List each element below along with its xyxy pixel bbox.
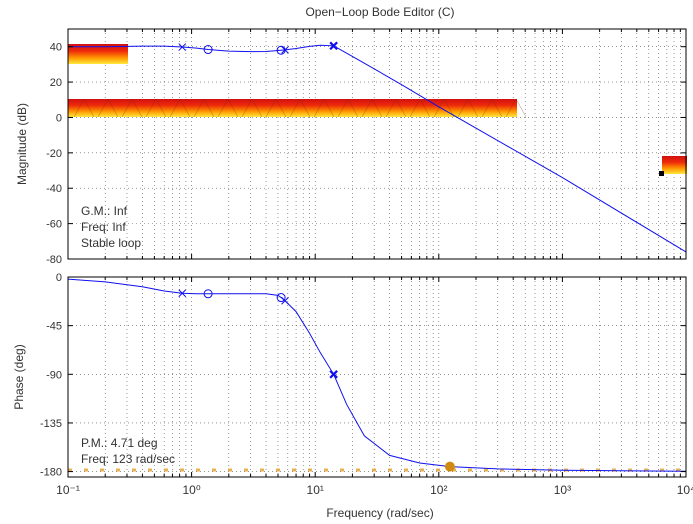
pole-marker [329, 370, 338, 379]
y-tick-label: 40 [50, 42, 62, 54]
magnitude-markers[interactable] [178, 41, 338, 55]
magnitude-axes-box [67, 28, 687, 260]
y-tick-label: -80 [46, 254, 62, 266]
phase-axes-box [67, 276, 687, 478]
x-tick-label: 10⁴ [677, 483, 693, 497]
y-tick-label: -20 [46, 148, 62, 160]
pole-marker [178, 289, 187, 298]
phase-y-ticks: -180 -135 -90 -45 0 [40, 272, 686, 479]
phase-y-label: Phase (deg) [12, 344, 26, 409]
zero-marker [203, 45, 213, 55]
pole-marker [178, 43, 187, 51]
y-tick-label: 0 [56, 272, 62, 284]
x-tick-label: 10³ [554, 483, 571, 497]
constraint-bar-low-freq[interactable] [68, 44, 128, 64]
zero-marker [203, 289, 213, 299]
gain-margin-freq-text: Freq: Inf [81, 220, 126, 234]
constraint-bar-gain-band[interactable] [68, 98, 527, 118]
y-tick-label: 0 [56, 112, 62, 124]
constraint-bar-high-freq[interactable] [659, 156, 687, 176]
magnitude-curve[interactable] [68, 44, 687, 253]
y-tick-label: -135 [40, 418, 62, 430]
gain-margin-text: G.M.: Inf [81, 204, 128, 218]
y-tick-label: 20 [50, 77, 62, 89]
phase-grid [68, 277, 686, 477]
magnitude-panel[interactable]: -80 -60 -40 -20 0 20 40 Magnitude (dB) G.M.: I… [15, 28, 687, 266]
phase-panel[interactable]: -180 -135 -90 -45 0 10⁻¹ 10⁰ 10¹ 10² 10³ 10⁴ Phas… [12, 272, 693, 497]
y-tick-label: -40 [46, 183, 62, 195]
magnitude-y-ticks: -80 -60 -40 -20 0 20 40 [46, 29, 686, 266]
y-tick-label: -180 [40, 467, 62, 479]
x-axis-label: Frequency (rad/sec) [326, 506, 433, 520]
phase-margin-marker [444, 461, 455, 472]
phase-curve[interactable] [67, 278, 687, 472]
phase-margin-text: P.M.: 4.71 deg [81, 436, 158, 450]
figure-title: Open−Loop Bode Editor (C) [305, 5, 454, 19]
pole-marker [281, 296, 289, 305]
y-tick-label: -90 [46, 369, 62, 381]
x-tick-label: 10¹ [307, 483, 324, 497]
x-tick-label: 10² [430, 483, 447, 497]
x-tick-label: 10⁰ [183, 483, 201, 497]
constraint-handle[interactable] [659, 171, 664, 176]
pole-marker [281, 46, 289, 54]
y-tick-label: -45 [46, 321, 62, 333]
magnitude-y-label: Magnitude (dB) [15, 103, 29, 185]
phase-margin-freq-text: Freq: 123 rad/sec [81, 452, 175, 466]
phase-markers[interactable] [178, 289, 455, 472]
y-tick-label: -60 [46, 219, 62, 231]
stability-text: Stable loop [81, 236, 141, 250]
frequency-x-ticks: 10⁻¹ 10⁰ 10¹ 10² 10³ 10⁴ [56, 483, 693, 497]
pole-marker [329, 41, 338, 51]
zero-marker [276, 293, 286, 303]
x-tick-label: 10⁻¹ [56, 483, 80, 497]
magnitude-grid [68, 29, 686, 259]
